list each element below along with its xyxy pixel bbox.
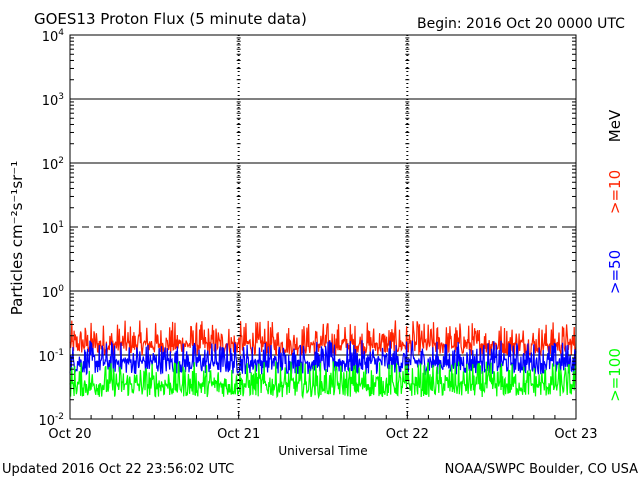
- credit-text: NOAA/SWPC Boulder, CO USA: [445, 462, 638, 477]
- legend: MeV >=10 >=50 >=100: [606, 109, 624, 402]
- x-tick-label: Oct 23: [554, 427, 597, 442]
- y-axis-label: Particles cm⁻²s⁻¹sr⁻¹: [8, 161, 26, 315]
- series-line: [69, 361, 577, 400]
- y-tick-label: 103: [42, 92, 64, 109]
- legend-unit: MeV: [606, 109, 624, 142]
- begin-time: Begin: 2016 Oct 20 0000 UTC: [417, 16, 625, 32]
- x-axis-label: Universal Time: [278, 444, 367, 458]
- series-layer: [69, 320, 577, 400]
- x-axis-ticks: Oct 20 Oct 21 Oct 22 Oct 23: [48, 411, 598, 442]
- y-axis-ticks: 104 103 102 101 100 10-1 10-2: [38, 28, 576, 429]
- x-tick-label: Oct 21: [217, 427, 260, 442]
- y-tick-label: 10-1: [38, 348, 64, 365]
- legend-entry: >=50: [606, 250, 624, 294]
- series-line: [69, 320, 577, 357]
- x-tick-label: Oct 22: [386, 427, 429, 442]
- updated-timestamp: Updated 2016 Oct 22 23:56:02 UTC: [2, 462, 234, 477]
- y-tick-label: 10-2: [38, 412, 64, 429]
- y-tick-label: 102: [42, 156, 64, 173]
- y-tick-label: 100: [42, 284, 65, 301]
- y-tick-label: 101: [42, 220, 64, 237]
- legend-entry: >=10: [606, 170, 624, 214]
- y-tick-label: 104: [42, 28, 65, 45]
- series-line: [69, 340, 577, 376]
- x-tick-label: Oct 20: [48, 427, 91, 442]
- chart-title: GOES13 Proton Flux (5 minute data): [34, 10, 307, 28]
- legend-entry: >=100: [606, 348, 624, 402]
